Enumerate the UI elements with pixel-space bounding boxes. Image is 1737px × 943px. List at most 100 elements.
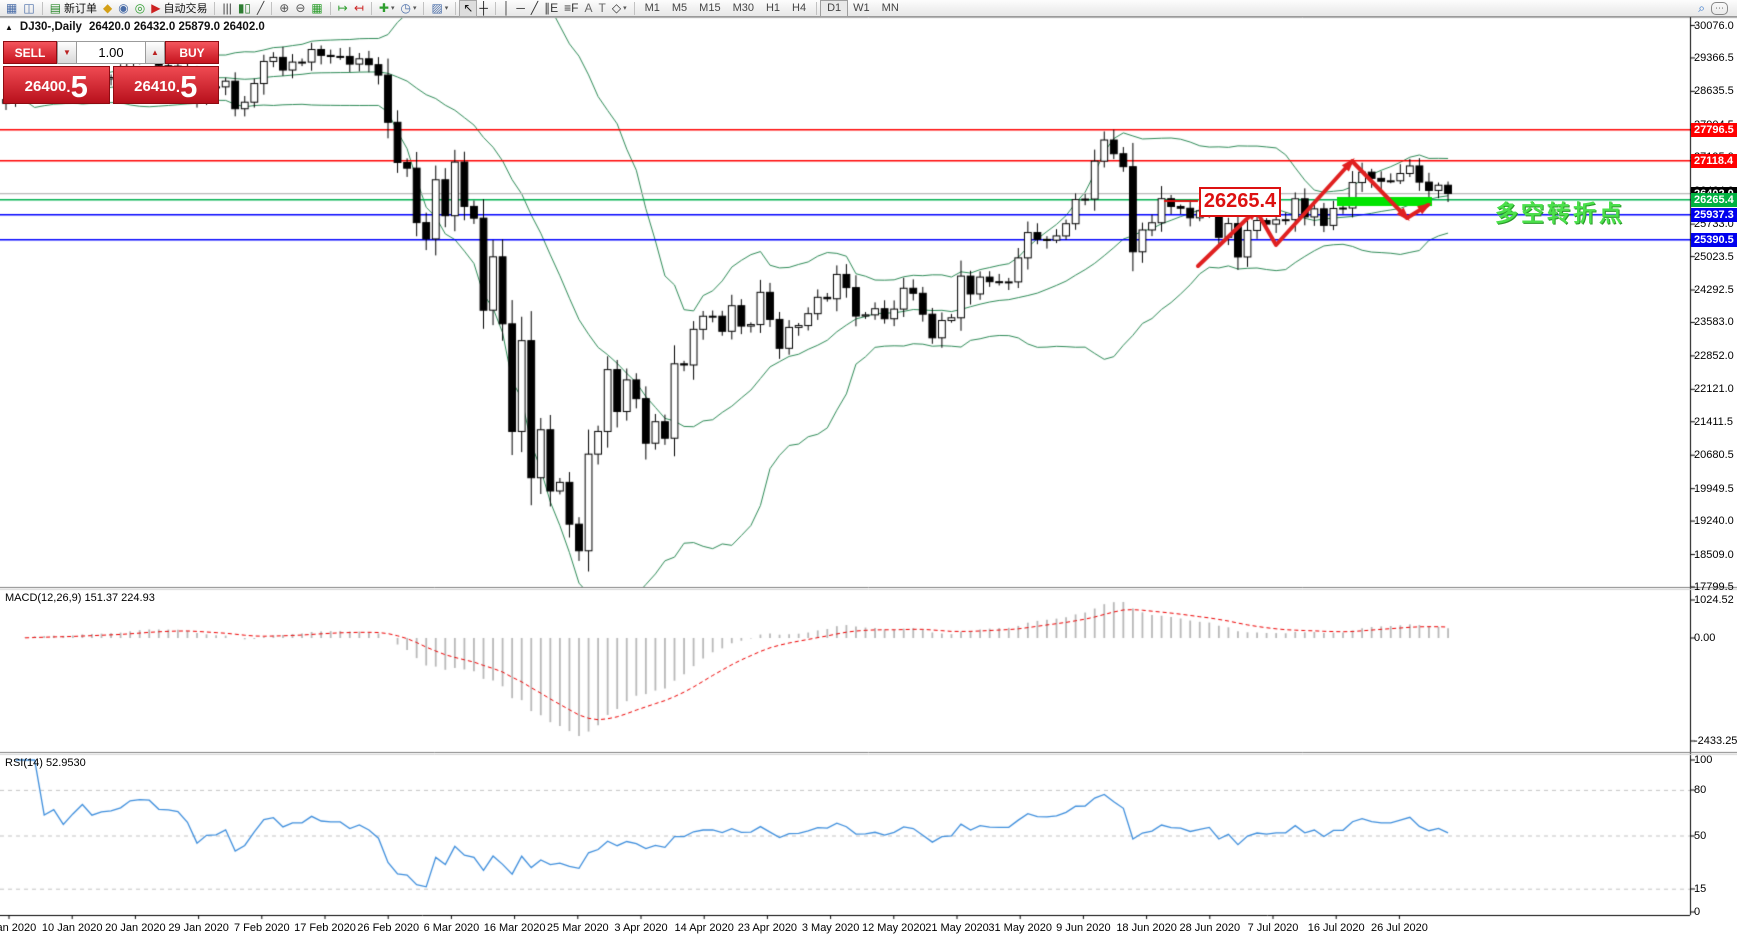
vertical-line-icon[interactable]: │	[500, 1, 514, 16]
new-order-button[interactable]: ▤ 新订单	[47, 1, 100, 16]
autotrading-button: ▶	[151, 0, 161, 15]
bar-chart-icon[interactable]: |||	[219, 1, 234, 16]
zoom-out-icon: ⊖	[295, 0, 306, 15]
chart-shift-icon[interactable]: ↤	[351, 1, 367, 16]
sell-button[interactable]: SELL	[3, 41, 57, 64]
volume-increase-button[interactable]: ▲	[145, 41, 165, 64]
search-icon[interactable]: ⌕	[1695, 1, 1708, 16]
candlestick-chart-icon[interactable]: ▮▯	[235, 1, 254, 16]
timeframe-d1-button[interactable]: D1	[820, 0, 849, 17]
tile-windows-icon: ▦	[311, 0, 323, 15]
chart-profiles-icon[interactable]: ◫	[20, 1, 37, 16]
trade-controls-row: SELL ▼ ▲ BUY	[3, 41, 219, 64]
sell-price[interactable]: 26400. 5	[3, 66, 110, 104]
autotrading-button[interactable]: ▶ 自动交易	[148, 1, 210, 16]
crosshair-icon[interactable]: ┼	[476, 1, 491, 16]
candlestick-chart-icon: ▮▯	[237, 0, 252, 15]
chevron-down-icon: ▾	[623, 5, 627, 12]
auto-scroll-icon[interactable]: ↦	[335, 1, 351, 16]
indicators-add-icon: ✚	[378, 0, 389, 15]
zoom-in-icon[interactable]: ⊕	[276, 1, 292, 16]
templates-icon: ▨	[431, 0, 443, 15]
volume-decrease-button[interactable]: ▼	[57, 41, 77, 64]
buy-price[interactable]: 26410. 5	[112, 66, 219, 104]
toolbar-separator	[271, 1, 273, 15]
timeframe-m30-button[interactable]: M30	[732, 1, 754, 14]
toolbar-separator	[214, 1, 216, 15]
signals-icon: ◎	[134, 0, 146, 15]
zoom-in-icon: ⊕	[279, 0, 290, 15]
line-chart-icon: ╱	[257, 0, 265, 15]
metaeditor-icon[interactable]: ◉	[115, 1, 131, 16]
volume-input[interactable]	[77, 41, 145, 64]
toolbar-separator	[494, 1, 496, 15]
chart-shift-icon: ↤	[353, 0, 364, 15]
line-chart-icon[interactable]: ╱	[254, 1, 267, 16]
periods-icon: ◷	[400, 0, 411, 15]
bar-chart-icon: |||	[222, 0, 232, 15]
symbol-period-label: DJ30-,Daily	[19, 21, 82, 33]
toolbar-separator	[633, 1, 635, 15]
toolbar-separator	[41, 1, 43, 15]
periods-icon[interactable]: ◷ ▾	[397, 1, 419, 16]
arrows-icon[interactable]: ◇ ▾	[609, 1, 630, 16]
timeframe-h4-button[interactable]: H4	[792, 1, 807, 14]
signals-icon[interactable]: ◎	[132, 1, 148, 16]
tile-windows-icon[interactable]: ▦	[308, 1, 325, 16]
collapse-panel-icon[interactable]: ▲	[5, 22, 13, 32]
vertical-line-icon: │	[502, 0, 511, 15]
sell-price-frac: 5	[70, 69, 88, 104]
timeframe-m1-button[interactable]: M1	[644, 1, 660, 14]
equidistant-channel-icon[interactable]: ∥E	[541, 1, 561, 16]
text-icon[interactable]: A	[582, 1, 596, 16]
fibonacci-icon[interactable]: ≡F	[561, 1, 581, 16]
timeframe-m15-button[interactable]: M15	[699, 1, 721, 14]
chevron-down-icon: ▾	[390, 5, 395, 12]
toolbar-separator	[455, 1, 457, 15]
toolbar: ▦ ◫ ▤ 新订单 ◆ ◉ ◎ ▶ 自动交易 ||| ▮▯ ╱ ⊕ ⊖ ▦ ↦ ↤ ✚ ▾ ◷ ▾ ▨ ▾ ↖ ┼ │ ─ ╱ ∥E ≡F…	[0, 0, 1737, 17]
timeframe-w1-button[interactable]: W1	[853, 1, 870, 14]
toolbar-separator	[816, 1, 818, 15]
market-icon[interactable]: ◆	[100, 1, 115, 16]
new-order-button-label: 新订单	[64, 3, 98, 15]
chevron-down-icon: ▾	[412, 5, 417, 12]
trade-prices-row: 26400. 5 26410. 5	[3, 66, 219, 104]
price-callout-annotation: 26265.4	[1199, 187, 1281, 217]
toolbar-separator	[370, 1, 372, 15]
horizontal-line-icon: ─	[516, 0, 525, 15]
buy-price-dot: .	[175, 79, 181, 96]
metaeditor-icon: ◉	[118, 0, 129, 15]
zoom-out-icon[interactable]: ⊖	[292, 1, 308, 16]
fibonacci-icon: ≡F	[564, 0, 579, 15]
text-label-icon: T	[598, 0, 606, 15]
chart-title: ▲ DJ30-,Daily 26420.0 26432.0 25879.0 26…	[5, 21, 265, 33]
toolbar-separator	[329, 1, 331, 15]
templates-icon[interactable]: ▨ ▾	[428, 1, 451, 16]
ohlc-values: 26420.0 26432.0 25879.0 26402.0	[88, 21, 265, 33]
toolbar-separator	[423, 1, 425, 15]
sell-price-dot: .	[66, 79, 71, 96]
timeframe-m5-button[interactable]: M5	[671, 1, 688, 14]
cursor-icon[interactable]: ↖	[459, 0, 478, 17]
chinese-note-annotation: 多空转折点	[1495, 200, 1625, 226]
timeframe-mn-button[interactable]: MN	[881, 1, 899, 14]
text-label-icon[interactable]: T	[596, 1, 609, 16]
timeframe-h1-button[interactable]: H1	[765, 1, 781, 14]
crosshair-icon: ┼	[479, 0, 488, 15]
text-icon: A	[584, 0, 593, 15]
cursor-icon: ↖	[463, 0, 474, 15]
autotrading-button-label: 自动交易	[163, 3, 208, 15]
chat-icon: ⋯	[1711, 1, 1728, 15]
trendline-icon[interactable]: ╱	[528, 1, 541, 16]
buy-price-frac: 5	[180, 69, 198, 104]
toolbar-right-icons: ⌕ ⋯	[1695, 1, 1731, 16]
horizontal-line-icon[interactable]: ─	[513, 1, 528, 16]
search-icon: ⌕	[1698, 0, 1705, 15]
buy-button[interactable]: BUY	[165, 41, 219, 64]
chat-icon[interactable]: ⋯	[1708, 1, 1731, 16]
sell-price-main: 26400	[24, 78, 67, 95]
indicators-add-icon[interactable]: ✚ ▾	[376, 1, 398, 16]
buy-price-main: 26410	[134, 78, 176, 95]
new-chart-icon[interactable]: ▦	[3, 1, 20, 16]
